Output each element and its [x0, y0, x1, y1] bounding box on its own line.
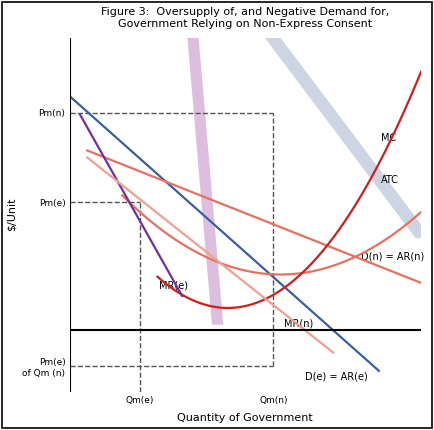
Text: ATC: ATC — [381, 175, 398, 184]
Text: MC: MC — [381, 133, 396, 143]
Text: D(n) = AR(n): D(n) = AR(n) — [361, 251, 424, 261]
Text: D(e) = AR(e): D(e) = AR(e) — [305, 371, 368, 381]
Polygon shape — [187, 38, 223, 325]
Text: MR(n): MR(n) — [284, 318, 313, 328]
X-axis label: Quantity of Government: Quantity of Government — [178, 413, 313, 423]
Polygon shape — [265, 38, 431, 238]
Text: MR(e): MR(e) — [159, 280, 188, 290]
Y-axis label: $/Unit: $/Unit — [7, 198, 17, 231]
Title: Figure 3:  Oversupply of, and Negative Demand for,
Government Relying on Non-Exp: Figure 3: Oversupply of, and Negative De… — [101, 7, 389, 28]
